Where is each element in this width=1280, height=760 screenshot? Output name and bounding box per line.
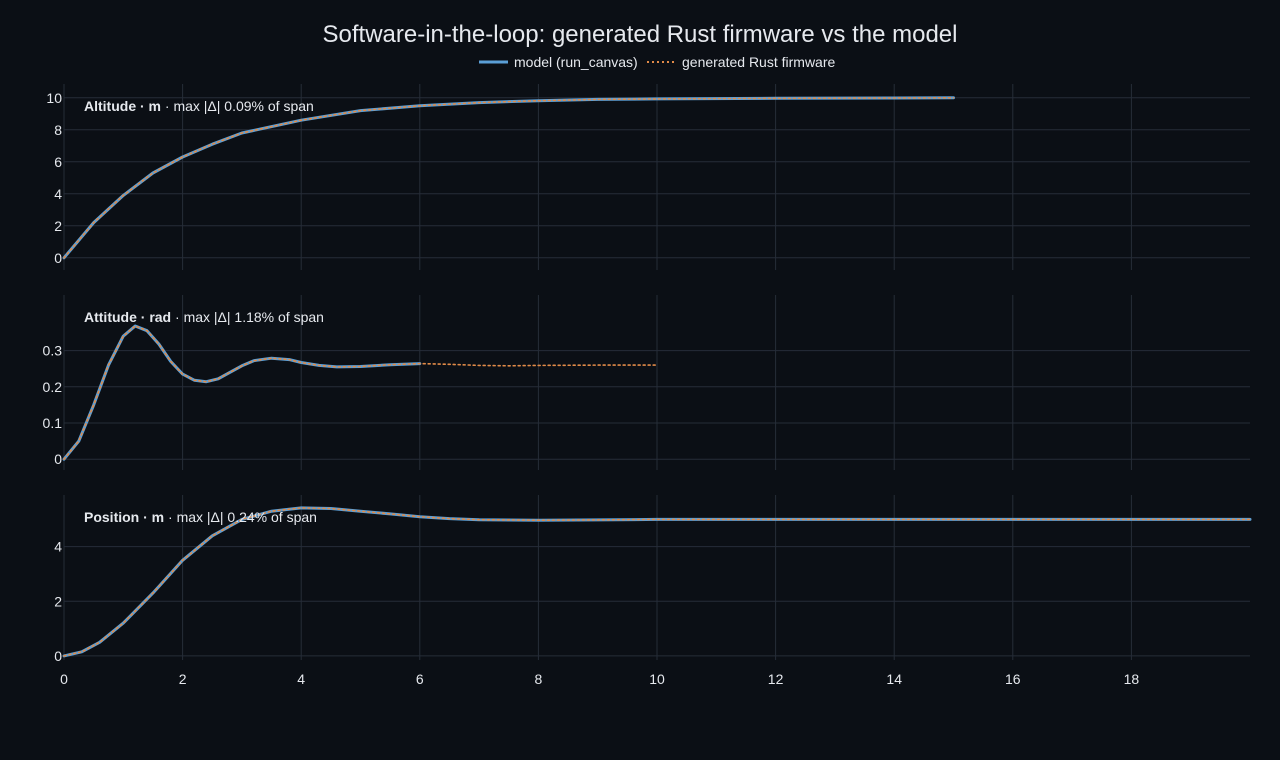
panel-1-ytick-label-2: 0.2	[43, 379, 63, 395]
panel-2-annotation: Position · m · max |Δ| 0.24% of span	[84, 509, 317, 525]
panel-2-series-1-line	[63, 507, 1251, 657]
x-tick-label-7: 14	[886, 671, 902, 687]
panel-2-label: Position · m	[84, 509, 164, 525]
panel-2-stat: max |Δ| 0.24% of span	[177, 509, 317, 525]
x-tick-label-8: 16	[1005, 671, 1021, 687]
panel-1-stat: max |Δ| 1.18% of span	[184, 309, 324, 325]
panel-0-label: Altitude · m	[84, 98, 161, 114]
panel-2-ytick-label-2: 4	[54, 539, 62, 555]
panel-0-stat: max |Δ| 0.09% of span	[173, 98, 313, 114]
chart-title: Software-in-the-loop: generated Rust fir…	[323, 21, 958, 48]
panel-1-ytick-label-3: 0.3	[43, 343, 63, 359]
panel-1-ytick-label-0: 0	[54, 451, 62, 467]
panel-2-separator: ·	[164, 509, 176, 525]
panels: 0 2 4 6 8 10 Altitude · m · max |Δ| 0.09% of s…	[43, 84, 1252, 664]
panel-0: 0 2 4 6 8 10 Altitude · m · max |Δ| 0.09% of s…	[46, 84, 1250, 270]
legend-label-0: model (run_canvas)	[514, 54, 638, 70]
panel-0-separator: ·	[161, 98, 173, 114]
panel-1-label: Attitude · rad	[84, 309, 171, 325]
panel-1-series-1-line	[63, 325, 658, 461]
legend[interactable]: model (run_canvas) generated Rust firmwar…	[479, 54, 836, 70]
panel-2-ytick-label-0: 0	[54, 648, 62, 664]
legend-label-1: generated Rust firmware	[682, 54, 836, 70]
x-tick-label-5: 10	[649, 671, 665, 687]
panel-1-separator: ·	[171, 309, 183, 325]
panel-2: 0 2 4 Position · m · max |Δ| 0.24% of span	[54, 495, 1252, 664]
x-tick-label-4: 8	[535, 671, 543, 687]
panel-1-ytick-label-1: 0.1	[43, 415, 63, 431]
panel-0-ytick-label-4: 8	[54, 122, 62, 138]
panel-1-annotation: Attitude · rad · max |Δ| 1.18% of span	[84, 309, 324, 325]
panel-0-ytick-label-2: 4	[54, 186, 62, 202]
x-tick-label-2: 4	[297, 671, 305, 687]
x-tick-label-3: 6	[416, 671, 424, 687]
x-axis: 0 2 4 6 8 10 12 14 16 18	[60, 671, 1139, 687]
panel-1: 0 0.1 0.2 0.3 Attitude · rad · max |Δ| 1.18%…	[43, 295, 1250, 470]
panel-2-ytick-label-1: 2	[54, 593, 62, 609]
x-tick-label-0: 0	[60, 671, 68, 687]
x-tick-label-9: 18	[1124, 671, 1140, 687]
legend-item-1[interactable]: generated Rust firmware	[647, 54, 836, 70]
panel-0-ytick-label-3: 6	[54, 154, 62, 170]
panel-0-series-1-line	[63, 97, 955, 259]
panel-0-ytick-label-5: 10	[46, 90, 62, 106]
panel-0-ytick-label-1: 2	[54, 218, 62, 234]
panel-0-ytick-label-0: 0	[54, 250, 62, 266]
x-tick-label-6: 12	[768, 671, 784, 687]
x-tick-label-1: 2	[179, 671, 187, 687]
legend-item-0[interactable]: model (run_canvas)	[479, 54, 638, 70]
panel-0-annotation: Altitude · m · max |Δ| 0.09% of span	[84, 98, 314, 114]
